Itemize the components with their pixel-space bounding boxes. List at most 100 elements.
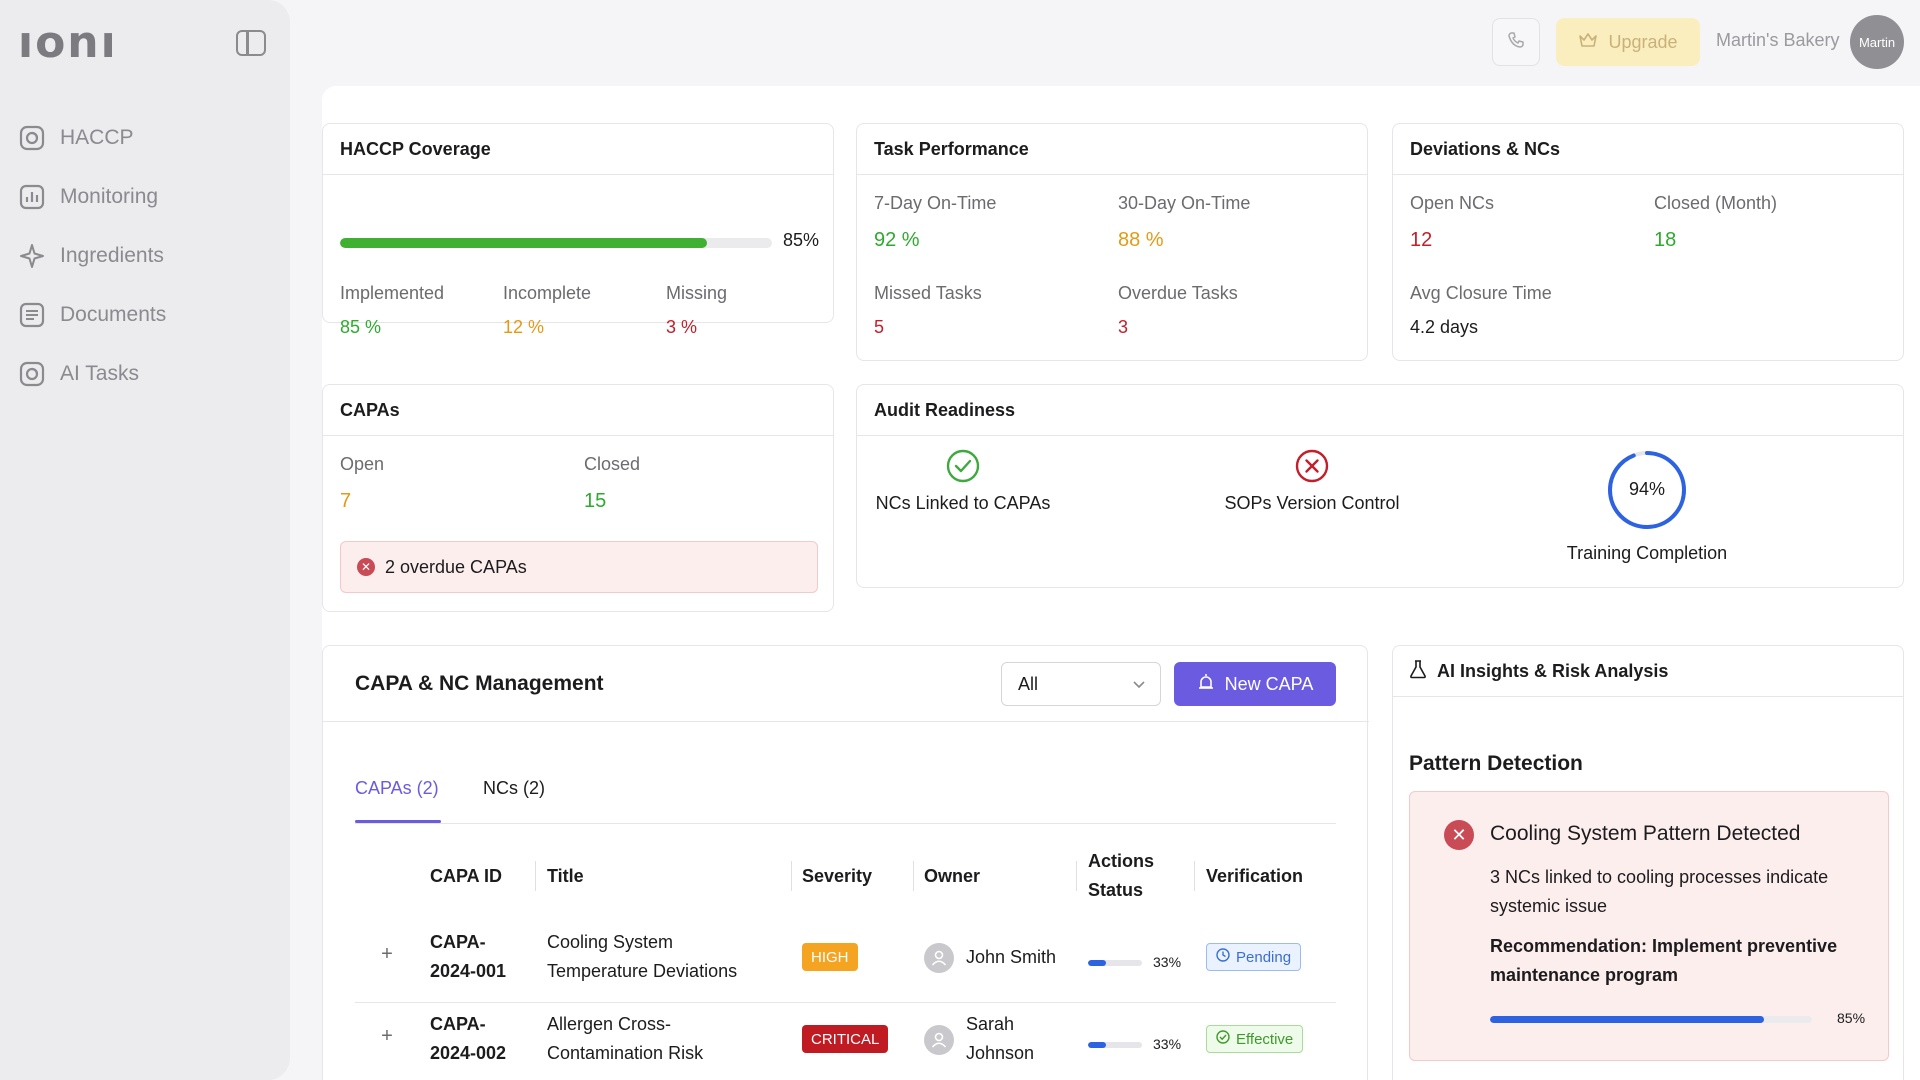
- capa-title: Cooling System Temperature Deviations: [547, 928, 737, 986]
- open-ncs-value: 12: [1410, 229, 1433, 251]
- tab-ncs[interactable]: NCs (2): [483, 778, 545, 798]
- column-separator: [1194, 861, 1195, 891]
- seven-day-value: 92 %: [874, 229, 920, 251]
- task-performance-card: Task Performance 7-Day On-Time 92 % 30-D…: [856, 123, 1368, 361]
- avg-closure-label: Avg Closure Time: [1410, 283, 1552, 303]
- new-capa-button[interactable]: New CAPA: [1174, 662, 1336, 706]
- main-content: HACCP Coverage 85% Implemented 85 % Inco…: [322, 86, 1920, 1080]
- column-header-owner[interactable]: Owner: [924, 866, 981, 886]
- alarm-icon: [1197, 673, 1215, 696]
- management-tabs: CAPAs (2) NCs (2): [355, 768, 1336, 824]
- owner-name-line2: Johnson: [966, 1043, 1035, 1063]
- haccp-icon: [18, 124, 46, 152]
- open-capas-value: 7: [340, 490, 352, 512]
- verification-badge: Effective: [1206, 1025, 1304, 1053]
- capa-title-line1: Allergen Cross-: [547, 1014, 672, 1034]
- training-percent: 94%: [1628, 479, 1666, 499]
- column-header-actions[interactable]: Actions Status: [1088, 847, 1154, 905]
- sidebar-item-ai-tasks[interactable]: AI Tasks: [18, 344, 166, 403]
- column-header-actions-line2: Status: [1088, 880, 1144, 900]
- missed-tasks-value: 5: [874, 317, 885, 337]
- card-title: AI Insights & Risk Analysis: [1437, 660, 1669, 681]
- chevron-down-icon: [1132, 674, 1146, 695]
- user-avatar[interactable]: Martin: [1850, 15, 1904, 69]
- card-title: Task Performance: [857, 124, 1367, 175]
- capa-title: Allergen Cross- Contamination Risk: [547, 1010, 703, 1068]
- sidebar-item-haccp[interactable]: HACCP: [18, 108, 166, 167]
- closed-month-label: Closed (Month): [1654, 193, 1778, 213]
- owner-avatar-icon: [924, 943, 954, 973]
- column-header-verification[interactable]: Verification: [1206, 866, 1304, 886]
- column-header-severity[interactable]: Severity: [802, 866, 873, 886]
- seven-day-label: 7-Day On-Time: [874, 193, 997, 213]
- capa-id: CAPA- 2024-001: [430, 928, 506, 986]
- column-header-id[interactable]: CAPA ID: [430, 866, 502, 886]
- chart-icon: [18, 183, 46, 211]
- sidebar-item-documents[interactable]: Documents: [18, 285, 166, 344]
- capa-id: CAPA- 2024-002: [430, 1010, 506, 1068]
- pattern-heading: Cooling System Pattern Detected: [1490, 822, 1801, 845]
- upgrade-label: Upgrade: [1608, 31, 1678, 52]
- sops-version-label: SOPs Version Control: [1224, 493, 1400, 513]
- owner-avatar-icon: [924, 1025, 954, 1055]
- column-header-actions-line1: Actions: [1088, 851, 1155, 871]
- verification-text: Effective: [1236, 1030, 1294, 1048]
- capa-management-card: CAPA & NC Management All New CAPA CAPAs …: [322, 645, 1369, 1080]
- missed-tasks-label: Missed Tasks: [874, 283, 982, 303]
- column-separator: [791, 861, 792, 891]
- sparkle-icon: [18, 242, 46, 270]
- table-header-divider: [355, 1002, 1336, 1003]
- confidence-label: 85%: [1837, 1010, 1866, 1026]
- overdue-capas-text: 2 overdue CAPAs: [385, 556, 527, 577]
- deviations-card: Deviations & NCs Open NCs 12 Closed (Mon…: [1392, 123, 1904, 361]
- open-capas-label: Open: [340, 454, 385, 474]
- column-header-title[interactable]: Title: [547, 866, 584, 886]
- verification-text: Pending: [1236, 948, 1292, 966]
- crown-icon: [1578, 31, 1598, 54]
- flask-icon: [1409, 659, 1427, 684]
- overdue-tasks-label: Overdue Tasks: [1118, 283, 1238, 303]
- organization-name[interactable]: Martin's Bakery: [1716, 30, 1840, 50]
- tab-capas[interactable]: CAPAs (2): [355, 778, 439, 798]
- missing-value: 3 %: [666, 317, 698, 337]
- pattern-alert[interactable]: ✕ Cooling System Pattern Detected 3 NCs …: [1409, 791, 1889, 1061]
- haccp-progress-fill: [340, 238, 708, 248]
- missing-label: Missing: [666, 283, 728, 303]
- open-ncs-label: Open NCs: [1410, 193, 1495, 213]
- severity-badge: HIGH: [802, 943, 858, 971]
- closed-month-value: 18: [1654, 229, 1677, 251]
- capa-id-line2: 2024-002: [430, 1043, 507, 1063]
- phone-button[interactable]: [1492, 18, 1540, 66]
- check-circle-icon: [1216, 1030, 1230, 1048]
- haccp-progress-label: 85%: [783, 230, 820, 250]
- logo-text: ıonı: [18, 16, 118, 68]
- implemented-label: Implemented: [340, 283, 445, 303]
- sidebar-toggle-icon[interactable]: [236, 30, 266, 56]
- filter-value: All: [1018, 673, 1039, 694]
- expand-row-icon[interactable]: +: [381, 1024, 393, 1047]
- pattern-recommendation: Recommendation: Implement preventive mai…: [1490, 936, 1838, 985]
- closed-capas-value: 15: [584, 490, 607, 512]
- expand-row-icon[interactable]: +: [381, 942, 393, 965]
- severity-badge: CRITICAL: [802, 1025, 889, 1053]
- avg-closure-value: 4.2 days: [1410, 317, 1479, 337]
- owner-name-line1: Sarah: [966, 1014, 1015, 1034]
- card-title: Deviations & NCs: [1393, 124, 1903, 175]
- sidebar-item-ingredients[interactable]: Ingredients: [18, 226, 166, 285]
- clock-icon: [1216, 948, 1230, 966]
- sidebar-item-monitoring[interactable]: Monitoring: [18, 167, 166, 226]
- verification-badge: Pending: [1206, 943, 1302, 971]
- actions-progress-label: 33%: [1153, 1036, 1182, 1052]
- upgrade-button[interactable]: Upgrade: [1556, 18, 1700, 66]
- overdue-capas-alert[interactable]: ✕ 2 overdue CAPAs: [340, 541, 818, 593]
- header-divider: [323, 721, 1369, 722]
- closed-capas-label: Closed: [584, 454, 641, 474]
- app-logo[interactable]: ıonı: [18, 17, 118, 68]
- ai-insights-card: AI Insights & Risk Analysis Pattern Dete…: [1392, 645, 1904, 1080]
- check-circle-icon: [874, 449, 1052, 483]
- capa-title-line2: Temperature Deviations: [547, 961, 738, 981]
- capa-id-line1: CAPA-: [430, 1014, 486, 1034]
- actions-progress-fill: [1088, 960, 1106, 966]
- filter-select[interactable]: All: [1001, 662, 1161, 706]
- owner-name: John Smith: [966, 947, 1057, 967]
